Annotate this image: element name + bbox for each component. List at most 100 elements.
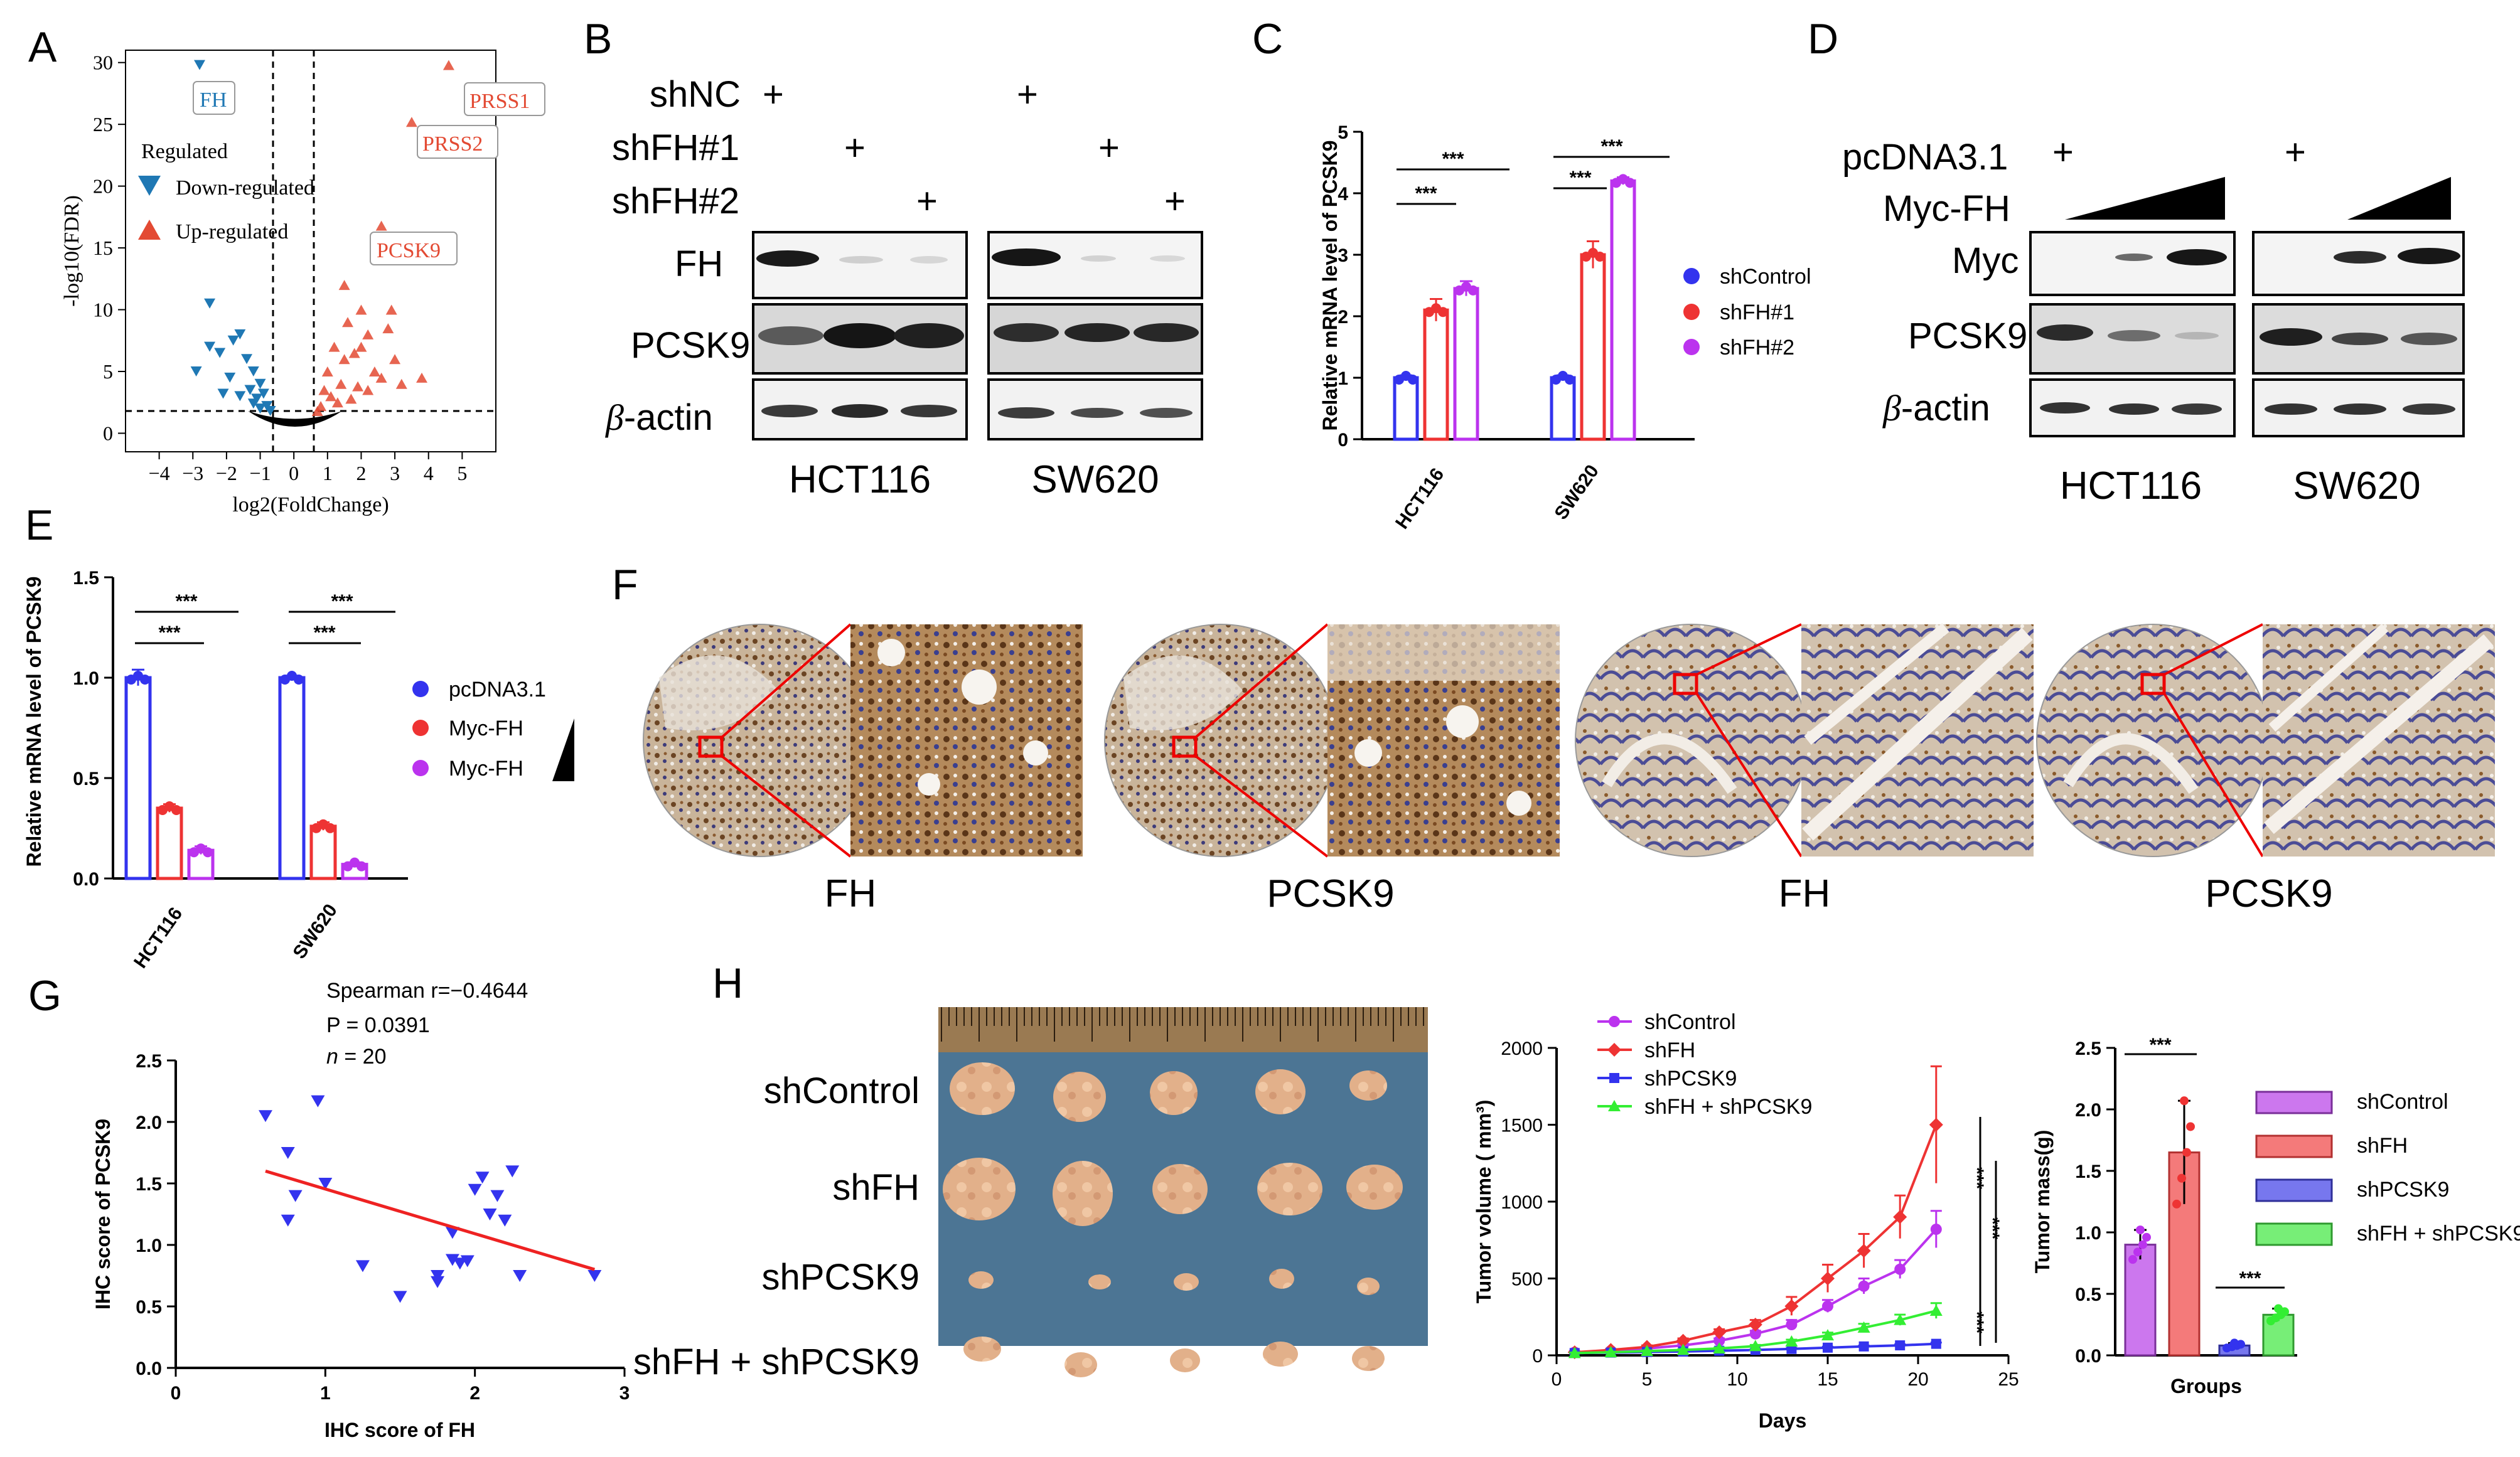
vol-significance: *** *** *** bbox=[1966, 1117, 2003, 1346]
vol-legend-marker bbox=[1609, 1073, 1619, 1083]
panel-label-b: B bbox=[584, 15, 612, 63]
volcano-point-up bbox=[321, 366, 333, 376]
volcano-point-up bbox=[345, 393, 357, 404]
volcano-point-up bbox=[375, 372, 387, 383]
pcsk9-gene-label: PCSK9 bbox=[377, 239, 441, 262]
mass-dot bbox=[2180, 1096, 2189, 1106]
c-sig-4: *** bbox=[1600, 136, 1622, 157]
mass-ytick-label: 1.5 bbox=[2075, 1161, 2101, 1182]
g-point bbox=[431, 1270, 445, 1282]
data-dot bbox=[140, 675, 150, 685]
g-xtick-label: 3 bbox=[619, 1383, 630, 1404]
plus-pcdna-hct: + bbox=[2052, 132, 2074, 173]
vol-xtick-label: 10 bbox=[1727, 1369, 1747, 1390]
volcano-ytick-label: 0 bbox=[103, 422, 113, 444]
band bbox=[2167, 249, 2227, 265]
blot-actin-label: β-actin bbox=[605, 397, 713, 438]
mass-xlabel: Groups bbox=[2170, 1375, 2242, 1397]
vol-marker bbox=[1748, 1318, 1762, 1332]
g-spearman: Spearman r=−0.4644 bbox=[326, 979, 528, 1003]
vol-marker bbox=[1930, 1224, 1942, 1236]
band bbox=[2260, 328, 2322, 346]
mass-legend-swatch bbox=[2255, 1178, 2333, 1202]
c-sig-3: *** bbox=[1569, 168, 1591, 188]
band bbox=[1081, 255, 1116, 262]
zoom-box bbox=[698, 735, 724, 758]
band bbox=[756, 250, 819, 267]
volcano-point-up bbox=[362, 385, 374, 395]
vol-marker bbox=[1857, 1321, 1870, 1333]
legend-dot bbox=[1683, 339, 1700, 355]
vol-legend-marker bbox=[1608, 1100, 1621, 1111]
volcano-legend-title: Regulated bbox=[141, 140, 228, 163]
g-ytick-label: 0.0 bbox=[136, 1358, 162, 1379]
tumors-row-2 bbox=[943, 1158, 1403, 1226]
vol-marker bbox=[1857, 1244, 1871, 1258]
g-point bbox=[460, 1255, 475, 1268]
vol-marker bbox=[1821, 1271, 1835, 1286]
g-point bbox=[505, 1165, 520, 1178]
ihc-label-1: FH bbox=[825, 872, 877, 915]
mass-ytick-label: 1.0 bbox=[2075, 1223, 2101, 1244]
blot-d-sw620 bbox=[2252, 231, 2465, 437]
c-sig-1: *** bbox=[1415, 183, 1437, 204]
g-point bbox=[483, 1209, 497, 1220]
mass-ytick-label: 2.5 bbox=[2075, 1038, 2101, 1059]
data-dot bbox=[1438, 307, 1448, 318]
volcano-ytick-label: 30 bbox=[93, 51, 113, 74]
legend-dot bbox=[412, 681, 429, 697]
panel-label-e: E bbox=[25, 501, 53, 549]
bar-chart-c: 0 1 2 3 4 5 *** *** *** *** HCT116 SW620 Rela… bbox=[1319, 122, 1811, 533]
volcano-point-down bbox=[204, 298, 216, 309]
mass-legend: shControl shFH shPCSK9 shFH + shPCSK9 bbox=[2255, 1090, 2520, 1246]
volcano-xtick-label: 4 bbox=[424, 462, 434, 484]
band bbox=[2109, 403, 2159, 415]
g-point bbox=[468, 1183, 482, 1196]
mass-significance: *** *** bbox=[2125, 1035, 2285, 1289]
vol-marker bbox=[1712, 1325, 1727, 1340]
mass-dot bbox=[2142, 1232, 2151, 1242]
down-triangle-icon bbox=[138, 176, 161, 196]
band bbox=[1064, 323, 1130, 342]
volcano-ylabel: -log10(FDR) bbox=[60, 195, 83, 307]
vol-marker bbox=[1785, 1335, 1798, 1347]
prss2-label-box bbox=[417, 125, 498, 159]
volcano-point-up bbox=[385, 304, 397, 315]
correlation-plot: Spearman r=−0.4644 P = 0.0391 n = 20 0 1 2… bbox=[92, 979, 630, 1441]
volcano-point-up bbox=[416, 372, 427, 383]
panel-label-h: H bbox=[712, 959, 743, 1007]
vol-ytick-label: 500 bbox=[1511, 1269, 1543, 1290]
plus-shfh1-hct: + bbox=[844, 127, 866, 168]
vol-ytick-label: 0 bbox=[1532, 1346, 1543, 1367]
tumors-row-4 bbox=[963, 1337, 1385, 1377]
volcano-point-up bbox=[335, 378, 347, 389]
g-point bbox=[490, 1190, 505, 1202]
volcano-point-down bbox=[247, 398, 259, 409]
g-xtick-label: 1 bbox=[320, 1383, 331, 1404]
ytick-label: 1.5 bbox=[73, 568, 99, 589]
volcano-legend-up: Up-regulated bbox=[176, 220, 288, 243]
vol-marker bbox=[1568, 1347, 1581, 1358]
ihc-label-4: PCSK9 bbox=[2205, 872, 2332, 915]
g-point bbox=[311, 1095, 325, 1107]
c-legend-shfh2: shFH#2 bbox=[1720, 336, 1794, 360]
g-point bbox=[453, 1257, 467, 1270]
prss1-label-box bbox=[464, 82, 545, 116]
ytick-label: 4 bbox=[1338, 184, 1348, 205]
tumor-photo-panel: shControl shFH shPCSK9 shFH + shPCSK9 bbox=[633, 1007, 1428, 1382]
ytick-label: 1.0 bbox=[73, 668, 99, 689]
vol-marker bbox=[1894, 1313, 1907, 1325]
band bbox=[2398, 248, 2460, 264]
mass-dot bbox=[2230, 1338, 2239, 1348]
ytick-label: 5 bbox=[1338, 122, 1348, 143]
panel-label-f: F bbox=[612, 561, 638, 609]
blot-b-sw620 bbox=[987, 231, 1203, 440]
mass-bars bbox=[2124, 1096, 2295, 1357]
volcano-legend-down: Down-regulated bbox=[176, 176, 314, 200]
prss2-gene-label: PRSS2 bbox=[422, 132, 483, 156]
band bbox=[2332, 333, 2388, 345]
volcano-point-up bbox=[362, 329, 374, 339]
band bbox=[992, 248, 1061, 266]
volcano-point-down bbox=[257, 388, 269, 399]
band bbox=[2115, 254, 2153, 261]
